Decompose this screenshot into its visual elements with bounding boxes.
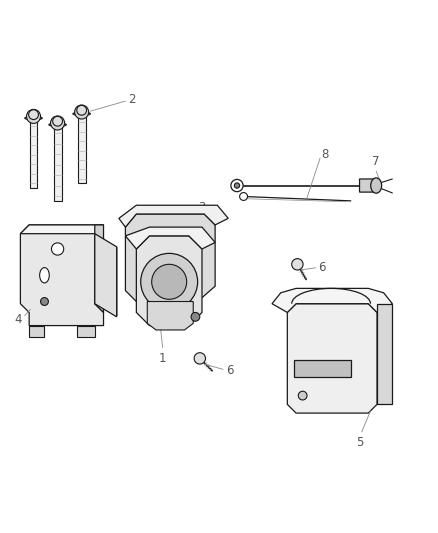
Polygon shape xyxy=(53,126,61,201)
Ellipse shape xyxy=(370,178,381,193)
Ellipse shape xyxy=(39,268,49,283)
Polygon shape xyxy=(125,227,215,249)
Circle shape xyxy=(194,353,205,364)
Circle shape xyxy=(74,105,88,119)
Circle shape xyxy=(26,109,40,124)
Polygon shape xyxy=(20,225,103,326)
Polygon shape xyxy=(376,304,392,405)
FancyBboxPatch shape xyxy=(293,360,350,377)
Polygon shape xyxy=(95,233,117,317)
Circle shape xyxy=(230,180,243,192)
Ellipse shape xyxy=(77,106,86,115)
Polygon shape xyxy=(119,205,228,227)
Ellipse shape xyxy=(49,123,66,126)
Polygon shape xyxy=(147,302,193,330)
Polygon shape xyxy=(29,326,44,336)
Circle shape xyxy=(40,297,48,305)
Circle shape xyxy=(234,183,239,188)
Polygon shape xyxy=(29,120,37,188)
Circle shape xyxy=(151,264,186,300)
Polygon shape xyxy=(272,288,392,312)
Circle shape xyxy=(191,312,199,321)
Polygon shape xyxy=(78,116,85,183)
Polygon shape xyxy=(20,225,103,233)
FancyBboxPatch shape xyxy=(177,255,197,275)
Text: 6: 6 xyxy=(225,364,233,377)
Circle shape xyxy=(146,256,161,272)
Polygon shape xyxy=(125,214,215,302)
Ellipse shape xyxy=(25,116,42,120)
Text: 7: 7 xyxy=(371,155,379,168)
Polygon shape xyxy=(136,236,201,326)
Text: 2: 2 xyxy=(128,93,136,106)
Polygon shape xyxy=(77,326,95,336)
Circle shape xyxy=(141,253,197,310)
Circle shape xyxy=(50,116,64,130)
Circle shape xyxy=(297,391,306,400)
Circle shape xyxy=(291,259,302,270)
Circle shape xyxy=(140,251,167,278)
Ellipse shape xyxy=(28,110,39,119)
Ellipse shape xyxy=(53,116,62,126)
Circle shape xyxy=(239,192,247,200)
Ellipse shape xyxy=(73,112,90,116)
Text: 6: 6 xyxy=(317,261,325,274)
Circle shape xyxy=(51,243,64,255)
Text: 8: 8 xyxy=(320,148,328,161)
Text: 1: 1 xyxy=(159,352,166,365)
Text: 4: 4 xyxy=(14,312,21,326)
Polygon shape xyxy=(287,304,376,413)
Text: 5: 5 xyxy=(355,436,362,449)
Polygon shape xyxy=(359,179,376,192)
Text: 3: 3 xyxy=(198,201,205,214)
Polygon shape xyxy=(95,225,103,312)
